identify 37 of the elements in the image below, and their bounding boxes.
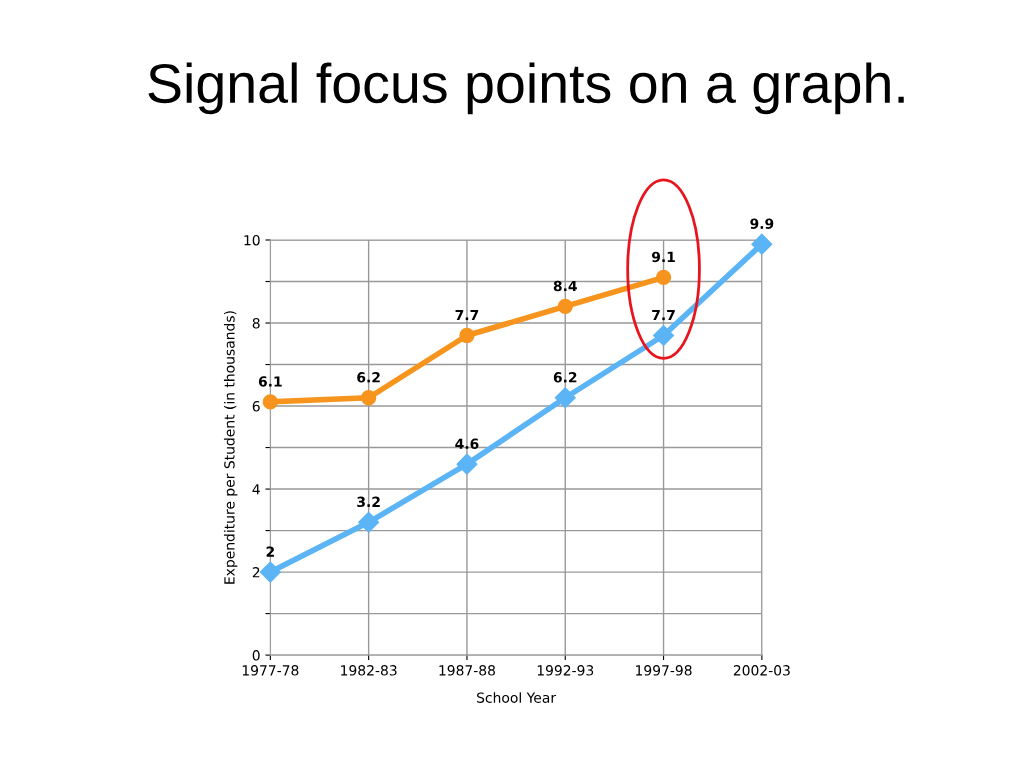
x-tick-label: 1992-93 [537,665,594,676]
data-label: 9.9 [750,218,774,229]
data-label: 8.4 [553,280,577,292]
data-label: 4.6 [455,438,479,449]
point [259,561,281,583]
data-label: 6.2 [357,372,380,383]
point [361,390,377,406]
point [557,298,573,315]
point [653,324,675,346]
chart-title: Signal focus points on a graph. [148,62,904,115]
data-label: 6.2 [553,372,577,383]
point [459,327,475,344]
y-tick-label: 10 [244,234,260,246]
x-tick-label: 1987-88 [439,665,496,676]
point [655,269,672,285]
x-tick-label: 1997-98 [636,665,692,676]
x-tick-label: 2002-03 [733,665,790,676]
y-tick-label: 6 [252,401,260,412]
data-label: 6.1 [258,376,282,387]
point [554,387,576,409]
x-axis-title: School Year [477,692,557,703]
data-label: 2 [266,546,274,557]
point [751,233,773,255]
data-label: 7.7 [455,309,479,321]
data-label: 3.2 [357,496,380,508]
data-label: 9.1 [651,251,675,263]
point [358,511,380,533]
point [262,394,278,410]
y-tick-label: 2 [252,567,260,578]
y-tick-label: 4 [252,484,260,495]
x-tick-label: 1982-83 [341,665,397,676]
point [456,453,478,475]
x-tick-label: 1977-78 [242,665,299,676]
y-tick-label: 8 [252,317,260,329]
y-axis-title: Expenditure per Student (in thousands) [223,311,238,584]
data-label: 7.7 [652,309,675,321]
y-tick-label: 0 [252,650,260,661]
